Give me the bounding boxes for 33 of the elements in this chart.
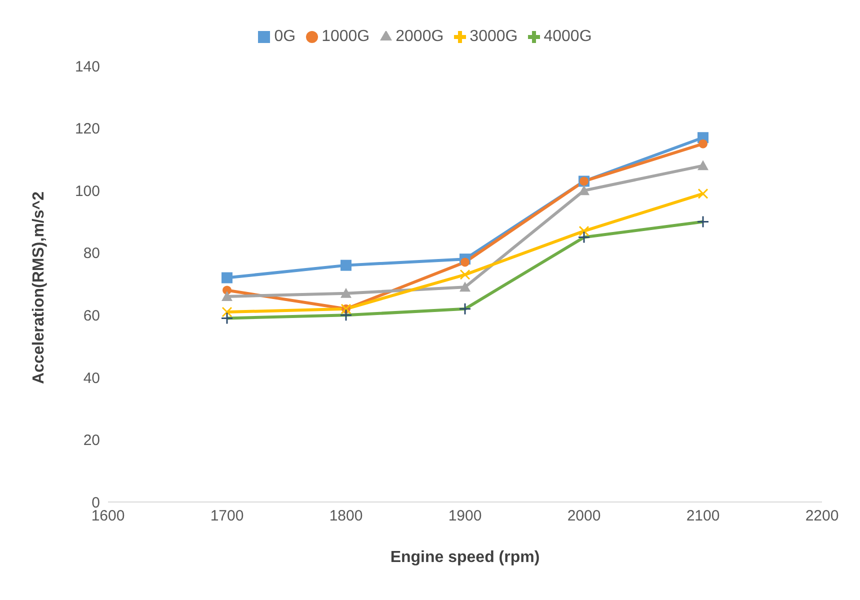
x-axis-title: Engine speed (rpm)	[390, 549, 540, 566]
x-tick-label: 1900	[448, 508, 482, 525]
legend-label: 1000G	[322, 28, 370, 45]
x-tick-label: 2200	[805, 508, 839, 525]
point	[340, 260, 352, 271]
point	[340, 288, 352, 298]
y-tick-label: 140	[74, 58, 100, 76]
point	[578, 226, 590, 236]
point	[698, 160, 708, 170]
point	[698, 139, 708, 148]
point	[578, 185, 590, 196]
x-tick-label: 1700	[210, 508, 244, 525]
point	[460, 282, 470, 292]
y-tick-label: 100	[74, 182, 100, 200]
x-tick-label: 2000	[567, 508, 601, 525]
point	[222, 290, 232, 301]
y-tick-label: 20	[83, 432, 100, 450]
y-tick-label: 80	[83, 245, 100, 262]
point	[222, 272, 232, 284]
legend-label: 2000G	[396, 28, 444, 45]
x-tick-label: 1800	[329, 508, 363, 525]
y-tick-label: 60	[83, 307, 100, 324]
point	[460, 258, 470, 267]
legend-label: 4000G	[544, 28, 592, 45]
y-tick-label: 40	[83, 370, 100, 387]
point	[698, 188, 708, 199]
legend-label: 0G	[274, 28, 296, 45]
point	[222, 306, 232, 318]
y-axis-title: Acceleration(RMS),m/s^2	[30, 191, 48, 384]
x-tick-label: 2100	[686, 508, 720, 525]
point	[460, 269, 470, 280]
legend-label: 3000G	[470, 28, 518, 45]
y-tick-label: 120	[74, 120, 100, 138]
